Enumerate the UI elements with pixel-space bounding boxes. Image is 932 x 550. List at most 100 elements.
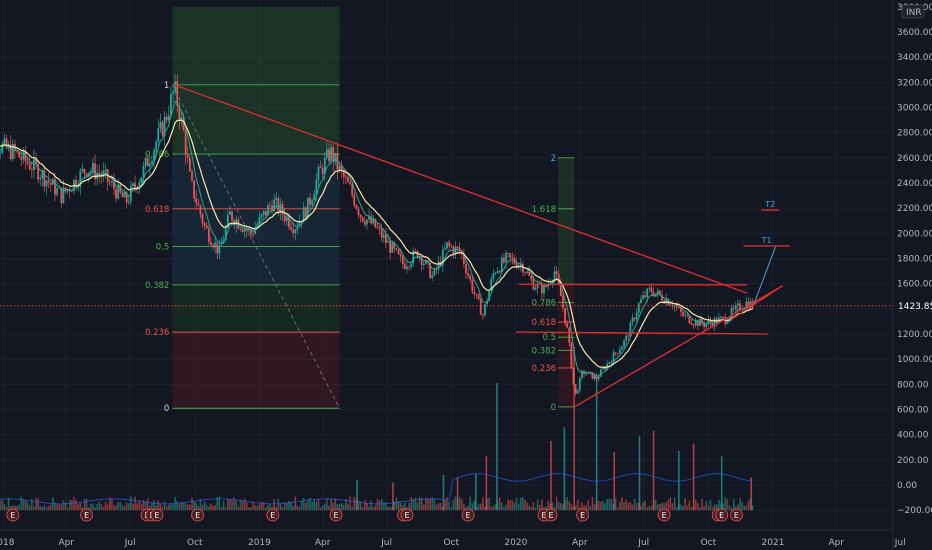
currency-badge[interactable]: [901, 4, 925, 19]
volume-bar: [610, 498, 613, 511]
earnings-marker[interactable]: E: [6, 508, 20, 522]
volume-bar: [380, 499, 383, 511]
earnings-marker[interactable]: E: [461, 508, 475, 522]
earnings-marker[interactable]: E: [150, 508, 164, 522]
fib-level-label: 0.5: [156, 243, 170, 253]
candle-body: [231, 211, 233, 221]
candle-body: [167, 115, 170, 121]
volume-bar: [621, 497, 623, 511]
candle-body: [595, 375, 598, 380]
candle-body: [16, 151, 18, 152]
volume-bar: [734, 506, 737, 511]
volume-bar: [576, 499, 579, 511]
volume-bar: [646, 507, 649, 511]
candle-body: [673, 305, 676, 307]
earnings-marker[interactable]: E: [715, 508, 729, 522]
volume-bar: [589, 506, 592, 511]
volume-bar: [300, 501, 303, 511]
candle-body: [397, 249, 400, 255]
y-tick-label: 2000.00: [897, 229, 932, 239]
volume-bar: [176, 500, 179, 511]
volume-bar: [397, 501, 400, 511]
earnings-circle: [80, 508, 94, 522]
volume-bar: [684, 498, 686, 511]
time-axis[interactable]: 2018 Apr Jul Oct 2019 Apr Jul Oct 2020 Apr Jul Oct 2…: [0, 538, 906, 548]
candle-body: [127, 201, 130, 203]
earnings-marker[interactable]: E: [191, 508, 205, 522]
candle-body: [604, 367, 606, 370]
candle-body: [462, 253, 465, 264]
volume-bar: [41, 506, 44, 511]
volume-bar: [47, 505, 50, 511]
volume-bar: [106, 504, 109, 511]
candle-body: [30, 169, 33, 171]
candle-body: [273, 200, 276, 212]
candle-body: [597, 376, 600, 380]
volume-bar: [178, 504, 181, 511]
earnings-marker[interactable]: E: [576, 508, 590, 522]
volume-bar: [210, 503, 212, 511]
y-tick-label: 2400.00: [897, 179, 932, 189]
fib-level-label: 0.786: [145, 150, 169, 160]
candle-body: [494, 273, 497, 274]
volume-bar: [600, 501, 602, 511]
candle-body: [406, 266, 408, 269]
earnings-marker[interactable]: E: [657, 508, 671, 522]
last-price-tag: 1423.85: [894, 298, 932, 312]
candle-body: [690, 323, 693, 325]
candle-body: [477, 294, 480, 300]
candle-body: [734, 304, 737, 309]
candle-body: [309, 197, 311, 205]
earnings-circle: [461, 508, 475, 522]
volume-bar: [220, 507, 223, 511]
earnings-marker[interactable]: E: [329, 508, 343, 522]
candle-body: [416, 250, 419, 259]
candle-body: [366, 219, 368, 225]
volume-bar: [452, 500, 455, 511]
volume-bar: [216, 497, 219, 511]
candle-body: [340, 165, 343, 171]
volume-spike: [485, 456, 488, 511]
volume-bar: [243, 498, 246, 511]
volume-bar: [393, 501, 396, 511]
volume-bar: [484, 506, 486, 511]
earnings-letter: E: [404, 511, 409, 520]
volume-bar: [16, 505, 18, 511]
volume-bar: [184, 503, 187, 511]
candle-body: [599, 369, 602, 377]
candle-body: [422, 263, 425, 265]
candle-body: [648, 287, 651, 289]
candle-body: [401, 256, 404, 265]
candle-body: [212, 245, 214, 248]
volume-bar: [412, 498, 415, 511]
candle-body: [448, 242, 451, 246]
volume-bar: [511, 500, 514, 511]
earnings-marker[interactable]: E: [400, 508, 414, 522]
candle-body: [311, 200, 314, 205]
volume-bar: [359, 501, 362, 511]
volume-bar: [663, 502, 665, 511]
volume-bar: [159, 503, 162, 511]
y-tick-label: 3000.00: [897, 104, 932, 114]
volume-bar: [68, 499, 71, 511]
volume-bar: [479, 503, 482, 511]
volume-bar: [465, 506, 467, 511]
candle-body: [224, 227, 227, 240]
candle-body: [509, 253, 512, 258]
volume-bar: [60, 504, 63, 511]
volume-bar: [92, 503, 94, 511]
volume-bar: [366, 502, 368, 511]
candle-body: [490, 278, 493, 291]
earnings-marker[interactable]: E: [80, 508, 94, 522]
earnings-marker[interactable]: E: [266, 508, 280, 522]
candle-body: [33, 158, 35, 171]
volume-bar: [317, 499, 320, 511]
earnings-marker[interactable]: E: [544, 508, 558, 522]
volume-bar: [349, 496, 351, 511]
volume-spike: [652, 430, 655, 511]
x-tick-label: Oct: [443, 538, 459, 548]
earnings-marker[interactable]: E: [730, 508, 743, 522]
volume-bar: [562, 504, 564, 511]
volume-bar: [619, 501, 621, 511]
